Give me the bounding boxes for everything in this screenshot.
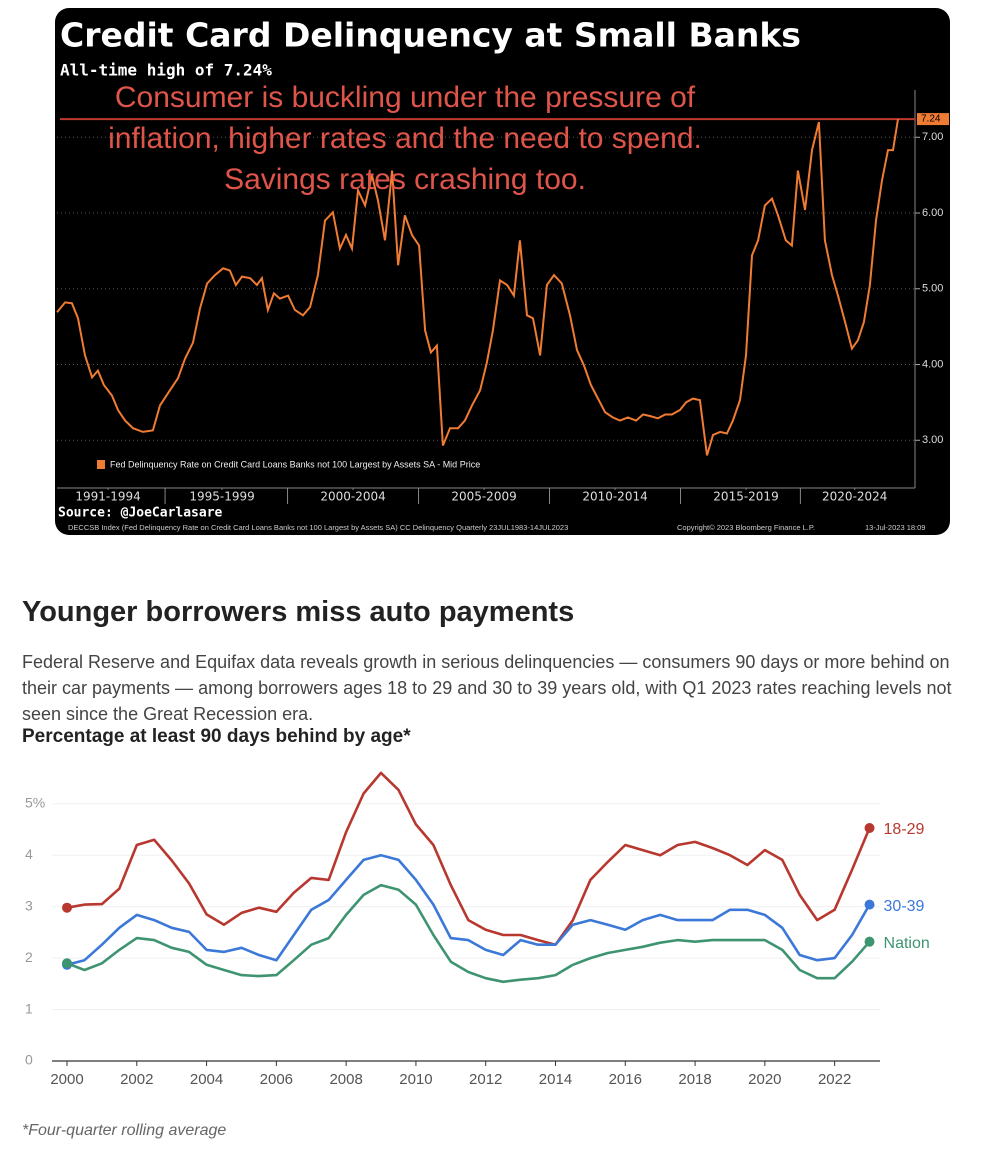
end-dot — [864, 822, 875, 833]
y-tick-label: 5% — [25, 795, 45, 811]
x-tick-label: 2010 — [399, 1071, 432, 1088]
x-tick-label: 2020 — [748, 1071, 781, 1088]
source: Source: @JoeCarlasare — [58, 506, 223, 521]
y-tick-label: 3.00 — [922, 434, 943, 446]
start-dot — [62, 902, 73, 913]
chart-title: Credit Card Delinquency at Small Banks — [60, 16, 801, 55]
series-line — [56, 118, 899, 456]
y-tick-label: 3 — [25, 897, 33, 913]
end-dot — [864, 899, 875, 910]
footnote: DECCSB Index (Fed Delinquency Rate on Cr… — [68, 523, 568, 532]
x-tick-label: 2012 — [469, 1071, 502, 1088]
start-dot — [62, 958, 73, 969]
legend-label: Fed Delinquency Rate on Credit Card Loan… — [110, 459, 480, 469]
series-label: Nation — [884, 935, 930, 952]
series-label: 18-29 — [884, 821, 925, 838]
x-tick-label: 2002 — [120, 1071, 153, 1088]
end-dot — [864, 936, 875, 947]
series-line — [66, 853, 871, 967]
x-tick-label: 2005-2009 — [451, 490, 516, 504]
x-tick-label: 2006 — [260, 1071, 293, 1088]
chart-title: Younger borrowers miss auto payments — [22, 596, 575, 628]
chart-subtitle: Federal Reserve and Equifax data reveals… — [22, 652, 952, 724]
x-tick-label: 2008 — [329, 1071, 362, 1088]
x-tick-label: 2022 — [818, 1071, 851, 1088]
y-tick-label: 6.00 — [922, 207, 943, 219]
y-tick-label: 4.00 — [922, 358, 943, 370]
y-tick-label: 7.00 — [922, 131, 943, 143]
y-tick-label: 1 — [25, 1000, 33, 1016]
chart-subtitle: All-time high of 7.24% — [60, 61, 272, 80]
x-tick-label: 1991-1994 — [75, 490, 140, 504]
annotation: Consumer is buckling under the pressure … — [115, 81, 696, 114]
y-tick-label: 4 — [25, 846, 33, 862]
footnote: *Four-quarter rolling average — [22, 1122, 227, 1139]
annotation: Savings rates crashing too. — [224, 163, 586, 196]
annotation: inflation, higher rates and the need to … — [108, 122, 702, 155]
x-tick-label: 2010-2014 — [582, 490, 647, 504]
x-tick-label: 2015-2019 — [713, 490, 778, 504]
series-line — [66, 883, 871, 984]
x-tick-label: 2016 — [609, 1071, 642, 1088]
x-tick-label: 1995-1999 — [189, 490, 254, 504]
x-tick-label: 2004 — [190, 1071, 223, 1088]
x-tick-label: 2020-2024 — [822, 490, 887, 504]
x-tick-label: 2014 — [539, 1071, 572, 1088]
last-value-label: 7.24 — [921, 114, 941, 125]
y-tick-label: 5.00 — [922, 283, 943, 295]
y-axis-title: Percentage at least 90 days behind by ag… — [22, 726, 411, 747]
legend-swatch — [97, 460, 105, 469]
panel — [55, 8, 950, 535]
y-tick-label: 0 — [25, 1052, 33, 1068]
x-tick-label: 2000-2004 — [320, 490, 385, 504]
last-value-box — [917, 113, 949, 126]
y-tick-label: 2 — [25, 949, 33, 965]
footnote: 13-Jul-2023 18:09 — [865, 523, 925, 532]
x-tick-label: 2000 — [50, 1071, 83, 1088]
series-label: 30-39 — [884, 898, 925, 915]
x-tick-label: 2018 — [678, 1071, 711, 1088]
series-line — [66, 771, 871, 946]
footnote: Copyright© 2023 Bloomberg Finance L.P. — [677, 523, 815, 532]
